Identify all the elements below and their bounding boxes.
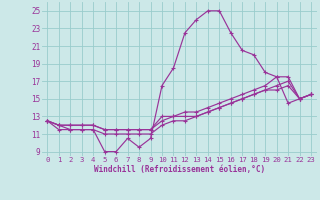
X-axis label: Windchill (Refroidissement éolien,°C): Windchill (Refroidissement éolien,°C) [94,165,265,174]
